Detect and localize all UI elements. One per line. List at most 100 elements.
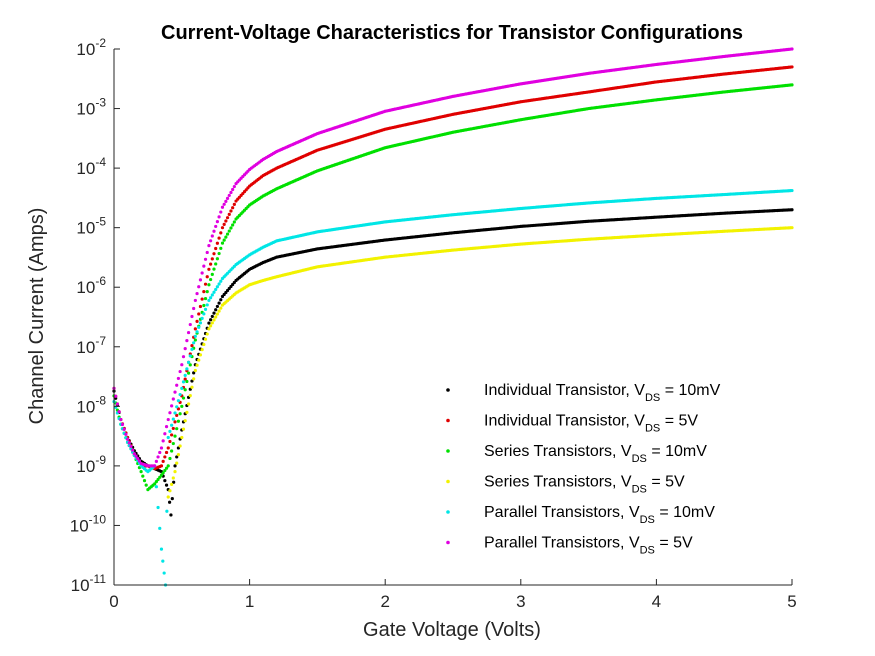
data-point — [172, 480, 176, 484]
data-point — [220, 205, 225, 209]
data-point — [180, 435, 184, 440]
data-point — [219, 279, 223, 283]
data-point — [197, 325, 201, 329]
data-point — [197, 312, 201, 316]
data-point — [181, 380, 186, 384]
data-point — [192, 306, 196, 311]
data-point — [159, 464, 164, 468]
data-point — [202, 264, 206, 268]
data-point — [168, 429, 172, 433]
data-point — [790, 188, 794, 193]
data-point — [153, 482, 157, 486]
legend-item: Parallel Transistors, VDS = 5V — [446, 535, 693, 557]
data-point — [217, 309, 221, 313]
data-point — [120, 422, 125, 427]
data-point — [214, 262, 218, 266]
data-point — [163, 479, 167, 483]
legend-marker — [446, 449, 450, 453]
data-point — [200, 271, 204, 275]
data-point — [203, 337, 208, 341]
legend-label: Individual Transistor, VDS = 10mV — [484, 382, 721, 404]
data-point — [170, 449, 174, 453]
data-point — [209, 277, 213, 282]
data-point — [159, 473, 164, 477]
y-tick-label: 10-3 — [76, 96, 106, 119]
data-point — [166, 464, 170, 468]
data-point — [231, 206, 235, 210]
data-point — [229, 190, 233, 195]
data-point — [159, 446, 164, 450]
data-point — [181, 396, 186, 400]
data-point — [202, 312, 206, 316]
data-point — [200, 297, 204, 301]
data-point — [209, 239, 213, 243]
data-point — [205, 290, 209, 294]
data-point — [198, 321, 203, 325]
data-point — [227, 193, 231, 198]
x-tick-label: 0 — [109, 592, 118, 611]
legend-label: Series Transistors, VDS = 10mV — [484, 443, 707, 465]
data-point — [173, 420, 177, 424]
data-point — [170, 404, 174, 408]
x-axis-label: Gate Voltage (Volts) — [363, 619, 541, 641]
data-point — [790, 65, 794, 69]
data-point — [190, 347, 194, 351]
data-point — [181, 355, 186, 359]
data-point — [162, 571, 166, 575]
data-point — [210, 234, 214, 238]
data-point — [173, 434, 177, 438]
data-point — [203, 307, 208, 311]
data-point — [168, 439, 172, 444]
y-tick-label: 10-10 — [70, 512, 107, 535]
legend-label: Series Transistors, VDS = 5V — [484, 474, 685, 496]
data-point — [183, 373, 187, 377]
y-axis-label: Channel Current (Amps) — [26, 208, 48, 425]
data-point — [185, 339, 189, 343]
data-point — [222, 238, 226, 242]
data-point — [229, 226, 233, 230]
data-point — [124, 432, 128, 436]
data-point — [215, 285, 219, 289]
data-point — [193, 334, 197, 338]
data-point — [165, 509, 169, 513]
data-point — [215, 257, 219, 261]
data-point — [192, 341, 196, 345]
data-point — [183, 419, 187, 423]
data-point — [156, 477, 160, 482]
data-point — [175, 427, 179, 431]
data-point — [219, 298, 223, 302]
data-point — [169, 513, 173, 517]
data-point — [173, 390, 177, 394]
data-point — [166, 495, 170, 499]
data-point — [214, 246, 218, 251]
data-point — [175, 405, 179, 409]
data-point — [192, 377, 196, 381]
data-point — [193, 368, 197, 373]
data-point — [139, 470, 143, 474]
data-point — [178, 369, 182, 374]
data-point — [227, 212, 231, 216]
data-point — [224, 235, 228, 239]
data-point — [185, 379, 189, 384]
data-point — [219, 306, 223, 310]
legend-item: Series Transistors, VDS = 10mV — [446, 443, 707, 465]
legend-label: Parallel Transistors, VDS = 5V — [484, 535, 693, 557]
data-point — [217, 301, 221, 305]
data-point — [181, 427, 186, 431]
data-point — [183, 377, 187, 381]
data-point — [141, 474, 145, 478]
data-point — [212, 267, 216, 271]
data-point — [158, 526, 162, 530]
legend: Individual Transistor, VDS = 10mV Individ… — [446, 382, 721, 557]
data-point — [185, 367, 189, 371]
data-points — [112, 47, 794, 587]
data-point — [166, 417, 170, 422]
data-point — [122, 427, 126, 431]
data-point — [186, 371, 191, 375]
data-point — [217, 236, 221, 240]
data-point — [219, 210, 223, 214]
data-point — [173, 464, 177, 468]
chart-title: Current-Voltage Characteristics for Tran… — [161, 22, 743, 44]
data-point — [195, 291, 199, 296]
data-point — [210, 314, 214, 319]
